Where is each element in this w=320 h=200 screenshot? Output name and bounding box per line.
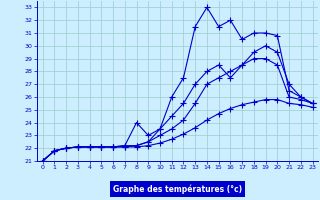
Text: Graphe des températures (°c): Graphe des températures (°c)	[113, 184, 242, 194]
